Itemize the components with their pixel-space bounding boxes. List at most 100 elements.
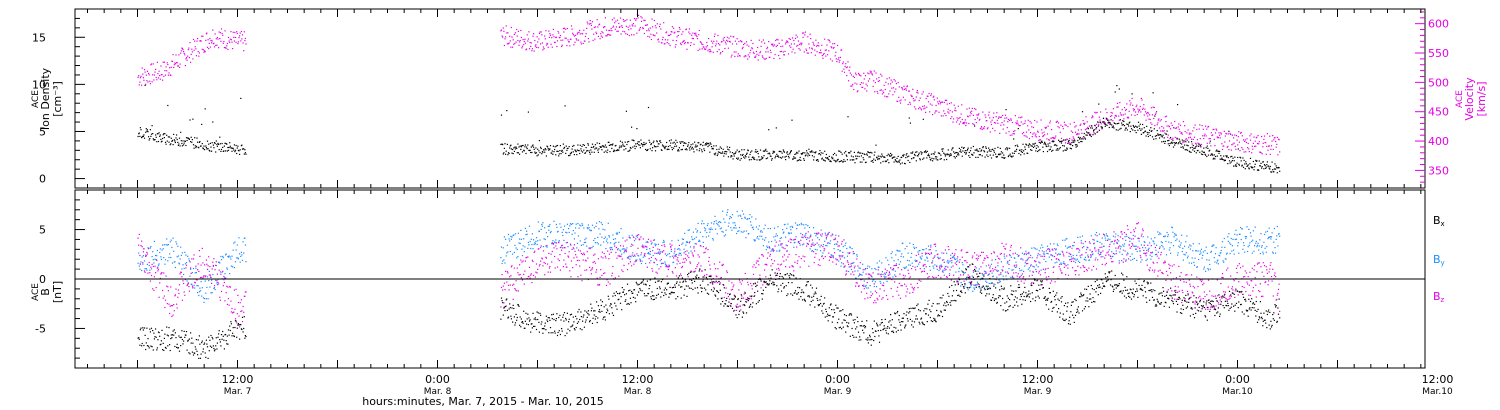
velocity-point — [1238, 141, 1240, 143]
velocity-point — [965, 124, 967, 127]
velocity-point — [1042, 135, 1044, 138]
density-point — [1244, 163, 1246, 165]
bz-point — [639, 238, 641, 240]
velocity-point — [882, 90, 884, 92]
by-point — [996, 276, 998, 278]
by-point — [1072, 254, 1074, 257]
by-point — [536, 243, 538, 246]
density-point — [1059, 140, 1061, 143]
velocity-point — [171, 60, 174, 63]
bz-point — [528, 266, 531, 268]
velocity-point — [921, 93, 923, 95]
by-point — [755, 218, 757, 220]
bz-point — [503, 282, 505, 284]
bz-point — [572, 247, 574, 249]
velocity-point — [1191, 143, 1193, 145]
velocity-point — [1188, 133, 1190, 135]
density-point — [1179, 140, 1181, 142]
by-point — [1235, 229, 1237, 231]
velocity-point — [807, 52, 809, 54]
density-point — [738, 150, 741, 152]
density-point — [888, 154, 890, 156]
by-point — [157, 264, 160, 266]
velocity-point — [742, 46, 744, 48]
by-point — [702, 236, 704, 238]
density-point — [896, 157, 898, 159]
by-point — [640, 254, 642, 256]
density-point — [783, 151, 785, 153]
density-point — [920, 151, 922, 153]
velocity-point — [736, 38, 738, 40]
by-point — [1028, 267, 1030, 269]
by-point — [1041, 244, 1043, 246]
by-point — [164, 259, 167, 261]
velocity-point — [1184, 131, 1186, 133]
velocity-point — [552, 28, 554, 30]
by-point — [979, 287, 981, 289]
density-point — [1111, 124, 1113, 126]
by-point — [616, 233, 618, 235]
velocity-point — [1048, 139, 1050, 141]
bz-point — [549, 265, 551, 268]
density-point — [981, 155, 983, 157]
by-point — [1060, 263, 1063, 265]
bz-point — [149, 280, 151, 282]
velocity-point — [220, 28, 223, 30]
bz-point — [240, 310, 242, 312]
velocity-point — [867, 72, 869, 74]
by-point — [1064, 239, 1066, 241]
density-point — [1030, 149, 1032, 151]
bz-point — [558, 242, 560, 244]
velocity-point — [170, 74, 172, 76]
density-point — [1089, 134, 1091, 136]
velocity-point — [1139, 109, 1141, 111]
density-point — [235, 144, 237, 147]
density-point — [1244, 168, 1246, 170]
velocity-point — [743, 56, 745, 58]
by-point — [1192, 243, 1194, 245]
density-point — [196, 137, 198, 139]
by-point — [1040, 269, 1042, 271]
velocity-point — [641, 17, 643, 19]
density-point — [586, 150, 588, 152]
density-point — [1047, 143, 1049, 145]
density-point — [861, 161, 863, 163]
density-point — [981, 149, 983, 151]
by-point — [879, 280, 881, 283]
density-point — [775, 127, 777, 129]
bz-point — [629, 261, 631, 263]
velocity-point — [678, 26, 680, 29]
velocity-point — [712, 51, 714, 53]
velocity-point — [747, 58, 749, 60]
by-point — [958, 267, 960, 269]
by-point — [809, 248, 811, 250]
density-point — [1011, 156, 1013, 158]
velocity-point — [552, 34, 554, 36]
by-point — [818, 244, 820, 246]
by-point — [623, 252, 625, 254]
velocity-point — [154, 71, 156, 73]
velocity-point — [711, 46, 713, 48]
by-point — [505, 238, 507, 240]
density-point — [1217, 150, 1219, 152]
by-point — [1016, 253, 1018, 256]
velocity-point — [566, 45, 568, 47]
by-point — [764, 224, 766, 226]
by-point — [876, 262, 878, 264]
by-point — [1252, 230, 1254, 232]
velocity-point — [1114, 117, 1116, 119]
by-point — [603, 237, 605, 240]
velocity-point — [208, 42, 210, 44]
by-point — [566, 223, 568, 225]
density-point — [798, 150, 800, 152]
by-point — [542, 222, 544, 224]
density-point — [618, 147, 620, 149]
velocity-point — [943, 101, 945, 103]
density-point — [502, 153, 504, 155]
density-point — [967, 147, 969, 149]
velocity-point — [726, 36, 728, 38]
velocity-point — [1270, 145, 1273, 147]
velocity-point — [967, 116, 969, 118]
density-point — [905, 157, 907, 159]
velocity-point — [724, 41, 727, 43]
